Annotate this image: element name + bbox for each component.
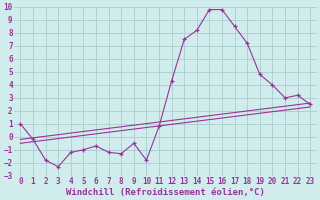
X-axis label: Windchill (Refroidissement éolien,°C): Windchill (Refroidissement éolien,°C) [66, 188, 265, 197]
